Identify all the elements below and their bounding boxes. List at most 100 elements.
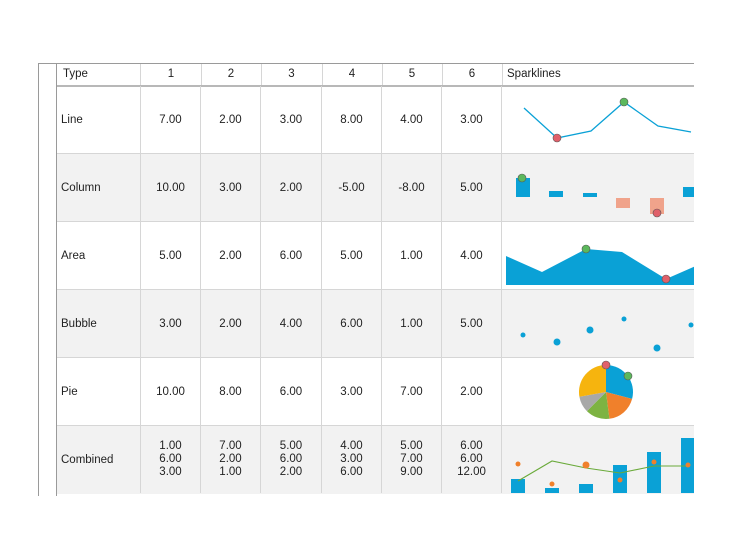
cell-value[interactable]: 3.00 [141,290,201,357]
cell-value-multi[interactable]: 1.00 6.00 3.00 [141,426,201,493]
sparkline-combined-cell[interactable] [502,426,694,493]
cell-value[interactable]: 5.00 [141,222,201,289]
cell-value[interactable]: 5.00 [442,290,502,357]
header-sparklines[interactable]: Sparklines [507,68,561,80]
sparkline-area-cell[interactable] [502,222,694,289]
sparkline-column [516,173,694,218]
cell-type[interactable]: Bubble [57,290,141,357]
cell-value[interactable]: 6.00 [261,358,322,425]
bubble-point [621,316,627,322]
bubble-point [553,338,561,346]
table-row-pie[interactable]: Pie 10.00 8.00 6.00 3.00 7.00 2.00 [57,358,694,426]
cell-line: 3.00 [159,466,182,478]
sparkline-area [506,244,694,285]
area-fill [506,249,694,285]
cell-value[interactable]: 2.00 [201,86,261,153]
combined-point [582,461,590,469]
bubble-point [586,326,594,334]
cell-type[interactable]: Column [57,154,141,221]
cell-type[interactable]: Line [57,86,141,153]
table-row-area[interactable]: Area 5.00 2.00 6.00 5.00 1.00 4.00 [57,222,694,290]
cell-value-multi[interactable]: 6.00 6.00 12.00 [442,426,502,493]
cell-value[interactable]: 6.00 [261,222,322,289]
cell-value[interactable]: 10.00 [141,358,201,425]
sparkline-bubble [520,316,694,352]
pie-slice [579,392,606,412]
cell-value[interactable]: 2.00 [201,290,261,357]
low-point-marker [661,274,671,284]
cell-value[interactable]: 3.00 [261,86,322,153]
cell-line: 2.00 [279,466,303,478]
cell-value[interactable]: 1.00 [382,290,442,357]
cell-line: 7.00 [219,440,242,452]
cell-value[interactable]: 4.00 [382,86,442,153]
cell-line: 5.00 [279,440,303,452]
pie-slice [578,365,606,397]
table-row-column[interactable]: Column 10.00 3.00 2.00 -5.00 -8.00 5.00 [57,154,694,222]
cell-value[interactable]: -8.00 [382,154,442,221]
table-row-line[interactable]: Line 7.00 2.00 3.00 8.00 4.00 3.00 [57,86,694,154]
sparkline-line-cell[interactable] [502,86,694,153]
cell-value[interactable]: 2.00 [201,222,261,289]
cell-value[interactable]: 2.00 [442,358,502,425]
header-col-1[interactable]: 1 [141,64,202,85]
low-point-marker [552,133,562,143]
sparkline-line [523,97,692,143]
sparkline-column-cell[interactable] [502,154,694,221]
cell-line: 1.00 [219,466,242,478]
cell-value-multi[interactable]: 5.00 6.00 2.00 [261,426,322,493]
table-row-bubble[interactable]: Bubble 3.00 2.00 4.00 6.00 1.00 5.00 [57,290,694,358]
cell-value[interactable]: 10.00 [141,154,201,221]
cell-type[interactable]: Pie [57,358,141,425]
sparkline-line-path [523,101,692,139]
cell-value[interactable]: 5.00 [442,154,502,221]
cell-line: 6.00 [460,440,483,452]
header-col-3[interactable]: 3 [261,64,323,85]
data-grid: Type 1 2 3 4 5 6 Sparklines Line 7.00 2.… [38,63,694,496]
cell-value-multi[interactable]: 5.00 7.00 9.00 [382,426,442,493]
pie-slice [606,392,633,419]
cell-value[interactable]: 4.00 [261,290,322,357]
sparkline-pie-cell[interactable] [502,358,694,425]
row-header-column [39,64,57,496]
cell-value-multi[interactable]: 7.00 2.00 1.00 [201,426,261,493]
cell-line: 6.00 [340,466,363,478]
high-point-marker [623,371,633,381]
bubble-point [688,322,694,328]
pie-slice [606,365,633,399]
cell-value[interactable]: -5.00 [322,154,382,221]
cell-value[interactable]: 8.00 [322,86,382,153]
cell-type[interactable]: Area [57,222,141,289]
cell-value[interactable]: 7.00 [141,86,201,153]
cell-type[interactable]: Combined [57,426,141,493]
cell-value[interactable]: 7.00 [382,358,442,425]
header-col-4[interactable]: 4 [322,64,383,85]
cell-line: 9.00 [400,466,423,478]
low-point-marker [652,208,662,218]
header-col-5[interactable]: 5 [382,64,443,85]
header-type[interactable]: Type [57,64,141,85]
cell-value[interactable]: 2.00 [261,154,322,221]
cell-value[interactable]: 1.00 [382,222,442,289]
header-col-6[interactable]: 6 [442,64,503,85]
cell-line: 12.00 [457,466,486,478]
cell-value[interactable]: 3.00 [442,86,502,153]
cell-value[interactable]: 3.00 [201,154,261,221]
cell-value[interactable]: 6.00 [322,290,382,357]
cell-value[interactable]: 8.00 [201,358,261,425]
high-point-marker [517,173,527,183]
cell-line: 3.00 [340,453,363,465]
cell-value[interactable]: 3.00 [322,358,382,425]
cell-value-multi[interactable]: 4.00 3.00 6.00 [322,426,382,493]
header-col-2[interactable]: 2 [201,64,262,85]
high-point-marker [581,244,591,254]
bubble-point [653,344,661,352]
table-row-combined[interactable]: Combined 1.00 6.00 3.00 7.00 2.00 1.00 5… [57,426,694,494]
low-point-marker [601,360,611,370]
cell-line: 6.00 [159,453,182,465]
sparkline-bubble-cell[interactable] [502,290,694,357]
cell-value[interactable]: 5.00 [322,222,382,289]
cell-value[interactable]: 4.00 [442,222,502,289]
combined-line [517,460,688,482]
pie-slice [586,392,610,420]
